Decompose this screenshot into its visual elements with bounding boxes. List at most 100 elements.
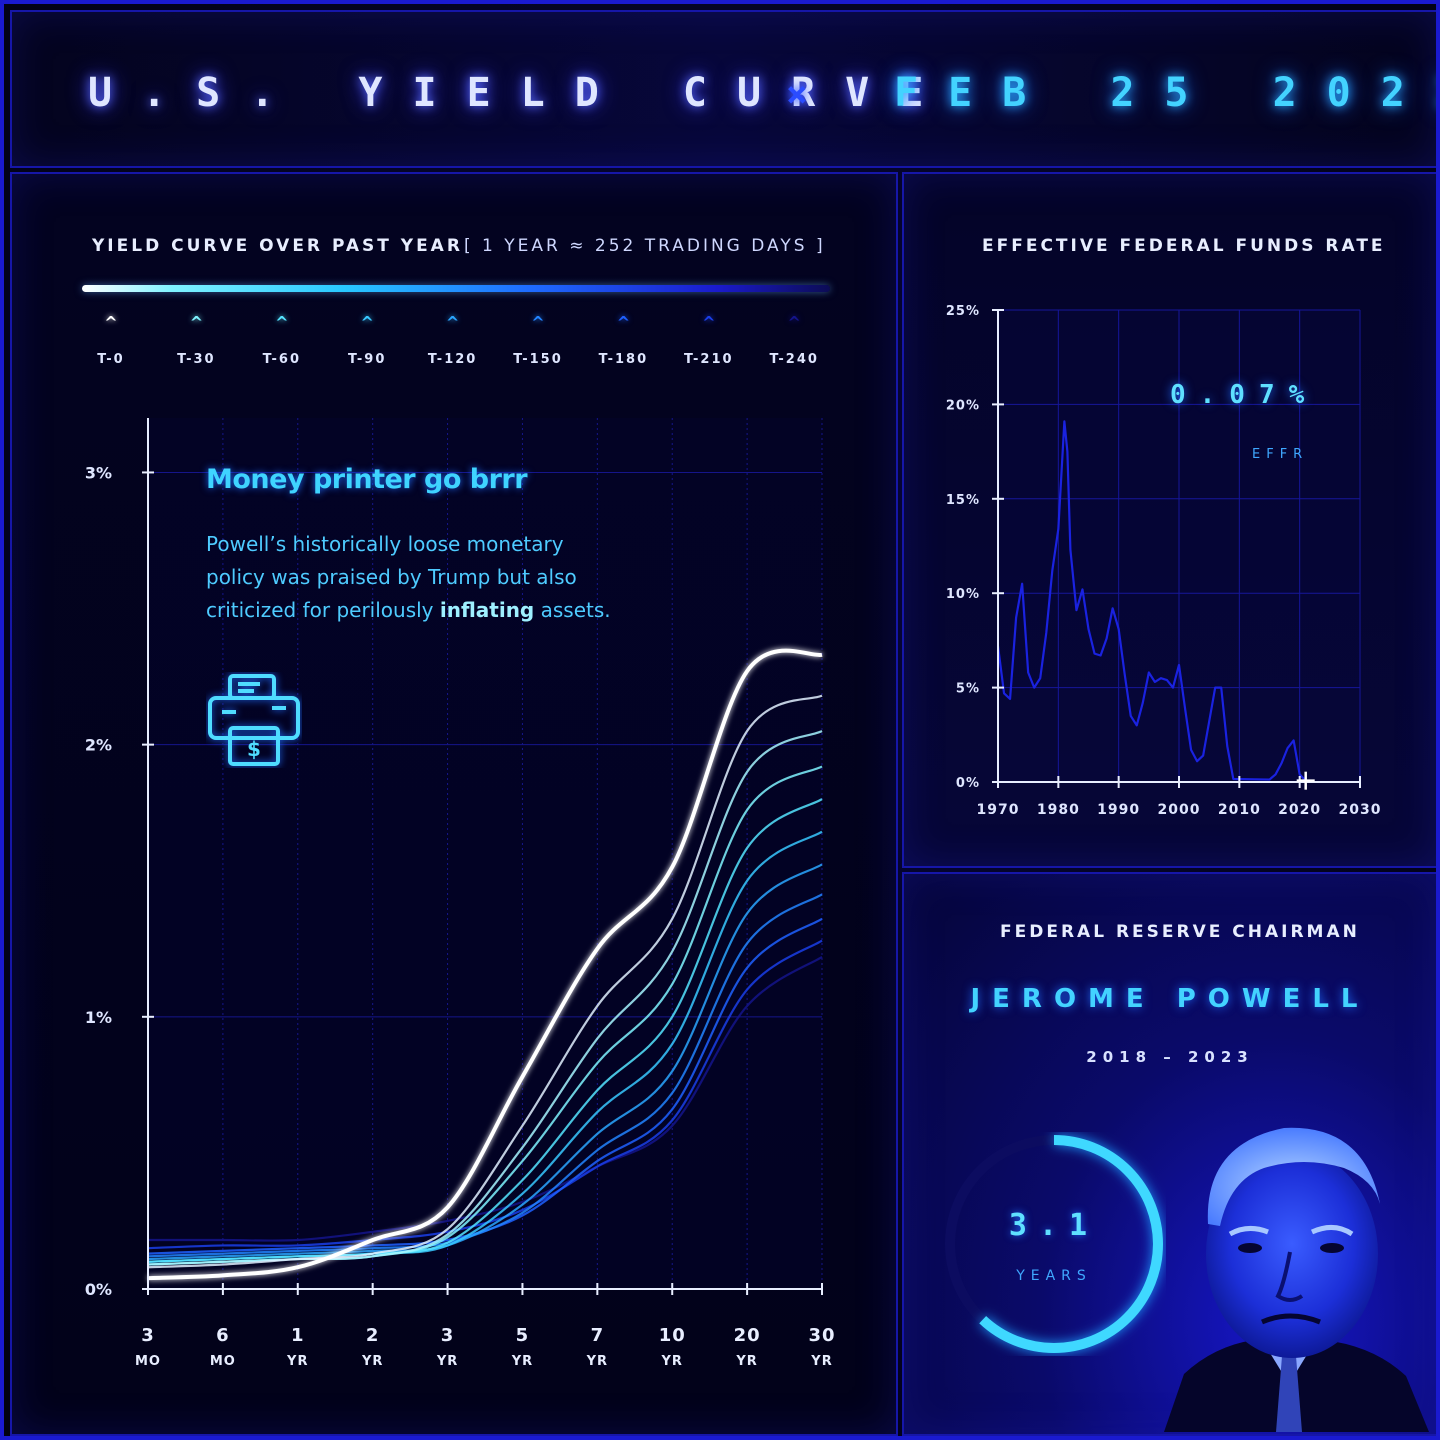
effr-title: EFFECTIVE FEDERAL FUNDS RATE [982,236,1386,256]
effr-y-tick-label: 25% [946,304,980,319]
legend-chevron-icon: ^ [787,313,801,332]
x-tick-unit-label: YR [286,1354,308,1369]
legend-label: T-90 [347,352,387,367]
annotation-body-text: Powell’s historically loose monetary pol… [206,532,577,622]
legend-item: ^ T-60 [247,313,317,368]
legend-label: T-240 [769,352,819,367]
chairman-portrait [1164,1127,1429,1432]
yield-curve-series-line [147,939,823,1250]
title-date: FEB 25 2021 [894,70,1440,116]
x-tick-label: 20 [734,1325,761,1346]
x-tick-label: 10 [659,1325,686,1346]
legend-chevron-icon: ^ [275,313,289,332]
effr-x-tick-label: 2030 [1339,802,1382,818]
x-tick-unit-label: YR [361,1354,383,1369]
annotation-body: Powell’s historically loose monetary pol… [206,528,626,627]
x-tick-unit-label: YR [810,1354,832,1369]
printer-icon: $ [208,674,300,766]
x-tick-unit-label: YR [735,1354,757,1369]
title-separator: × [786,74,808,115]
legend-label: T-150 [513,352,563,367]
y-tick-label: 1% [85,1008,112,1027]
yield-curve-series-line [147,648,823,1281]
x-tick-unit-label: YR [436,1354,458,1369]
tenure-unit: YEARS [1016,1268,1092,1284]
legend-item: ^ T-30 [161,313,231,368]
x-tick-unit-label: YR [511,1354,533,1369]
effr-chart: 0% 5% 10% 15% 20% 25% 1970 1980 1990 2000 2010 2020… [946,304,1382,818]
effr-value: 0.07% [1170,380,1319,410]
tenure-value: 3.1 [1008,1208,1100,1243]
legend-label: T-180 [598,352,649,367]
x-tick-unit-label: YR [661,1354,683,1369]
legend-label: T-120 [427,352,478,367]
header-panel [10,10,1436,168]
x-tick-label: 3 [441,1325,455,1346]
svg-text:$: $ [247,737,261,761]
effr-x-tick-label: 1970 [977,802,1020,818]
x-tick-unit-label: MO [135,1354,161,1369]
legend-chevron-icon: ^ [445,313,460,332]
legend-label: T-0 [97,352,125,367]
yield-curve-series-line [147,798,823,1263]
x-tick-unit-label: MO [210,1354,236,1369]
effr-series-line [996,420,1307,782]
legend-item: ^ T-120 [418,313,488,368]
x-tick-label: 5 [516,1325,530,1346]
chairman-title: FEDERAL RESERVE CHAIRMAN [4,922,1436,942]
page-title: U.S. YIELD CURVE [88,70,954,116]
annotation-body-emphasis: inflating [439,598,535,622]
effr-x-tick-label: 2010 [1218,802,1261,818]
y-tick-label: 0% [85,1280,112,1299]
legend-gradient-bar [82,285,830,292]
effr-y-tick-label: 10% [946,587,980,602]
annotation-body-end: assets. [534,598,611,622]
legend-item: ^ T-210 [674,313,744,368]
x-tick-unit-label: YR [586,1354,608,1369]
x-tick-label: 7 [591,1325,605,1346]
x-tick-label: 2 [366,1325,380,1346]
legend-chevron-icon: ^ [531,313,545,332]
legend-chevron-icon: ^ [189,313,204,332]
legend-chevron-icon: ^ [360,313,374,332]
effr-y-tick-label: 5% [956,682,980,697]
effr-y-tick-label: 20% [946,398,980,413]
effr-y-tick-label: 0% [956,776,980,791]
effr-x-tick-label: 1990 [1097,802,1140,818]
effr-current-marker [1296,771,1315,790]
effr-x-tick-label: 2000 [1158,802,1201,818]
tenure-ring-progress [945,1135,1163,1353]
annotation-title: Money printer go brrr [206,464,528,495]
legend-item: ^ T-0 [76,313,146,368]
chairman-term: 2018 – 2023 [1086,1048,1254,1066]
legend-label: T-30 [177,352,216,367]
yield-curve-series-line [147,956,823,1242]
effr-y-tick-label: 15% [946,493,980,508]
effr-x-tick-label: 2020 [1278,802,1321,818]
x-tick-label: 1 [291,1325,305,1346]
chairman-title-text: FEDERAL RESERVE CHAIRMAN [1000,922,1360,942]
legend-item: ^ T-240 [759,313,829,368]
legend-item: ^ T-180 [588,313,658,368]
legend-chevron-icon: ^ [702,313,716,332]
legend-label: T-210 [684,352,734,367]
legend-item: ^ T-90 [332,313,402,368]
x-tick-label: 6 [216,1325,230,1346]
x-tick-label: 3 [141,1325,155,1346]
legend-item: ^ T-150 [503,313,573,368]
y-tick-label: 3% [85,463,112,482]
tenure-ring [945,1135,1163,1353]
x-tick-label: 30 [808,1325,835,1346]
y-tick-label: 2% [85,736,112,755]
yield-curve-series-line [147,863,823,1261]
yield-curve-series-line [147,893,823,1258]
yield-curve-series-line [147,694,823,1269]
yield-panel-note: [ 1 YEAR ≈ 252 TRADING DAYS ] [464,236,826,256]
yield-curve-chart: 0% 1% 2% 3% 3 MO 6 MO 1 YR 2 YR 3 YR 5 YR 7 YR 10 YR 20 YR 30 Y… [85,418,835,1369]
effr-value-label: EFFR [1252,447,1309,462]
legend-label: T-60 [262,352,302,367]
effr-x-tick-label: 1980 [1037,802,1080,818]
legend-chevron-icon: ^ [104,313,118,332]
legend-chevron-icon: ^ [616,313,631,332]
